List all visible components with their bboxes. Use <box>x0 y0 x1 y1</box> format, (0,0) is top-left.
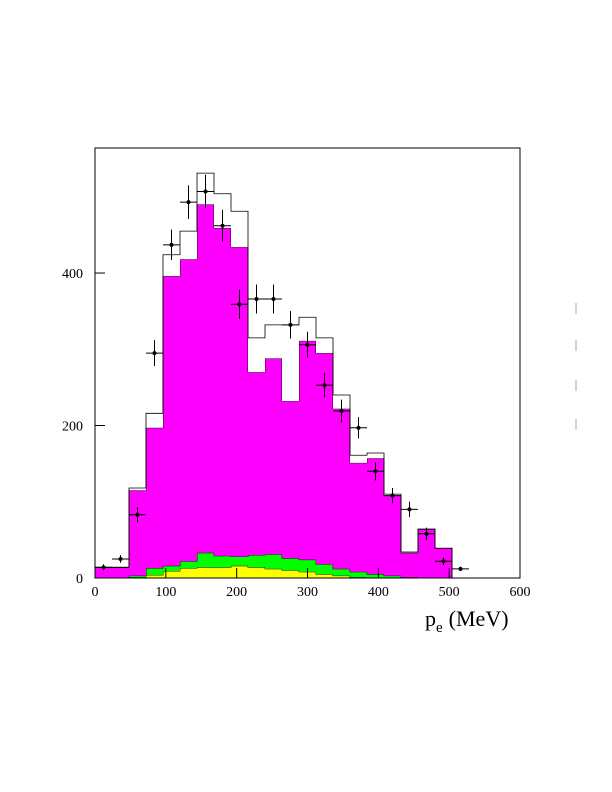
data-point <box>407 507 412 512</box>
bar <box>95 567 112 578</box>
bar <box>129 490 146 576</box>
data-point <box>118 556 123 561</box>
bar <box>316 564 333 575</box>
y-tick-label: 200 <box>62 420 83 435</box>
bar <box>265 358 282 555</box>
y-tick-label: 400 <box>62 267 83 282</box>
bar <box>384 575 401 578</box>
data-point <box>322 383 327 388</box>
data-point <box>254 296 259 301</box>
data-point <box>390 493 395 498</box>
bar <box>282 570 299 578</box>
bar <box>197 567 214 578</box>
bar <box>401 552 418 578</box>
bar <box>214 555 231 568</box>
data-point <box>186 200 191 205</box>
bar <box>367 574 384 578</box>
data-point <box>101 565 106 570</box>
bar <box>231 565 248 578</box>
bar <box>350 571 367 578</box>
bar <box>146 427 163 569</box>
bar <box>418 529 435 578</box>
data-point <box>135 512 140 517</box>
data-point <box>169 242 174 247</box>
bar <box>265 568 282 578</box>
x-tick-label: 400 <box>368 585 389 600</box>
bar <box>231 247 248 557</box>
bar <box>146 413 163 428</box>
data-point <box>458 566 463 571</box>
bar <box>129 488 146 491</box>
data-point <box>152 351 157 356</box>
bar <box>248 555 265 568</box>
x-tick-label: 200 <box>226 585 247 600</box>
bar <box>180 568 197 578</box>
bar <box>265 324 282 359</box>
bar <box>248 337 265 373</box>
bar <box>367 458 384 575</box>
bar <box>197 204 214 553</box>
x-tick-label: 500 <box>439 585 460 600</box>
bar <box>282 324 299 402</box>
bar <box>316 353 333 565</box>
bar <box>214 228 231 556</box>
bar <box>350 455 367 463</box>
x-axis-label: pe (MeV) <box>425 606 509 636</box>
x-tick-label: 300 <box>297 585 318 600</box>
bar <box>180 231 197 260</box>
x-label-unit: (MeV) <box>449 606 509 631</box>
x-label-main: p <box>425 606 436 631</box>
bar <box>316 337 333 354</box>
bar <box>282 401 299 559</box>
bar <box>146 574 163 578</box>
data-point <box>441 559 446 564</box>
bar <box>129 575 146 578</box>
data-point <box>237 302 242 307</box>
bar <box>350 462 367 572</box>
bar <box>146 568 163 575</box>
bar <box>231 556 248 566</box>
bar <box>299 340 316 560</box>
bar <box>248 567 265 578</box>
bar <box>180 259 197 562</box>
bar <box>248 372 265 556</box>
data-point <box>288 322 293 327</box>
bar <box>333 568 350 576</box>
bar <box>333 408 350 569</box>
bar <box>112 567 129 578</box>
bar <box>384 495 401 576</box>
bar <box>197 552 214 568</box>
bar <box>299 317 316 341</box>
bar <box>299 559 316 572</box>
data-point <box>271 296 276 301</box>
bar <box>163 565 180 572</box>
x-tick-label: 100 <box>155 585 176 600</box>
data-point <box>203 189 208 194</box>
x-label-sub: e <box>436 620 443 636</box>
bar <box>214 567 231 578</box>
data-point <box>373 469 378 474</box>
x-tick-label: 0 <box>92 585 99 600</box>
bar <box>367 452 384 459</box>
bar <box>231 211 248 248</box>
bar <box>333 575 350 578</box>
bar <box>180 561 197 569</box>
bar <box>163 254 180 277</box>
bar <box>265 554 282 569</box>
data-point <box>356 425 361 430</box>
bar <box>163 571 180 578</box>
bar <box>163 276 180 566</box>
bar <box>316 574 333 578</box>
data-point <box>305 342 310 347</box>
data-point <box>220 223 225 228</box>
y-tick-label: 0 <box>76 572 83 587</box>
data-point <box>424 531 429 536</box>
bar <box>282 558 299 571</box>
x-tick-label: 600 <box>510 585 531 600</box>
data-point <box>339 409 344 414</box>
